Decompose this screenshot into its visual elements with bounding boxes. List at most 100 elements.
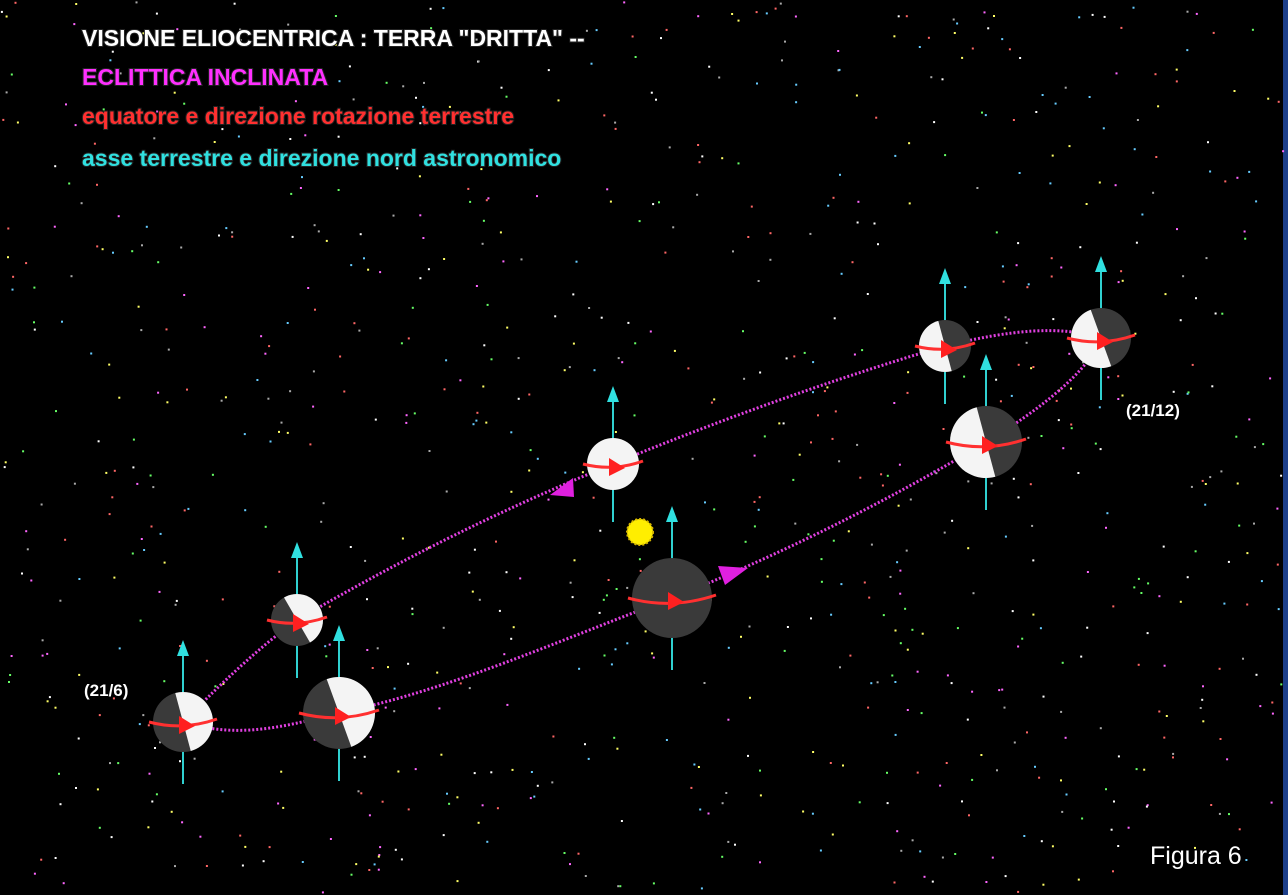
star: [954, 32, 956, 34]
star: [570, 582, 572, 584]
star: [21, 573, 23, 575]
star: [944, 532, 946, 534]
star: [1226, 758, 1228, 760]
star: [96, 245, 98, 247]
star: [693, 764, 695, 766]
star: [569, 863, 571, 865]
star: [372, 667, 374, 669]
star: [367, 269, 369, 271]
star: [422, 237, 424, 239]
star: [727, 841, 729, 843]
star: [491, 358, 493, 360]
star: [419, 175, 421, 177]
star: [754, 501, 756, 503]
star: [4, 466, 6, 468]
star: [387, 666, 389, 668]
star: [1282, 150, 1284, 152]
star: [832, 834, 834, 836]
star: [199, 836, 201, 838]
star: [49, 696, 51, 698]
star: [97, 788, 99, 790]
star: [835, 410, 837, 412]
star: [518, 357, 520, 359]
star: [708, 66, 710, 68]
star: [502, 260, 504, 262]
star: [78, 578, 80, 580]
star: [181, 821, 183, 823]
star: [943, 428, 945, 430]
star: [148, 724, 150, 726]
star: [1005, 875, 1007, 877]
star: [443, 834, 445, 836]
star: [519, 577, 521, 579]
caption: Figura 6: [1150, 842, 1242, 870]
star: [406, 414, 408, 416]
star: [787, 626, 789, 628]
star: [593, 497, 595, 499]
star: [842, 765, 844, 767]
star: [175, 604, 177, 606]
star: [41, 504, 43, 506]
star: [506, 704, 508, 706]
star: [1138, 664, 1140, 666]
star: [1058, 419, 1060, 421]
star: [606, 188, 608, 190]
star: [401, 858, 403, 860]
star: [1166, 715, 1168, 717]
star: [871, 544, 873, 546]
star: [1248, 418, 1250, 420]
star: [977, 321, 979, 323]
star: [821, 581, 823, 583]
star: [704, 682, 706, 684]
star: [90, 353, 92, 355]
star: [81, 202, 83, 204]
star: [1221, 313, 1223, 315]
star: [320, 521, 322, 523]
star: [136, 483, 138, 485]
star: [572, 293, 574, 295]
star: [34, 873, 36, 875]
star: [40, 859, 42, 861]
star: [967, 719, 969, 721]
star: [278, 431, 280, 433]
title-line: asse terrestre e direzione nord astronom…: [82, 145, 561, 171]
star: [961, 800, 963, 802]
star: [1099, 182, 1101, 184]
star: [510, 491, 512, 493]
star: [984, 11, 986, 13]
star: [139, 723, 141, 725]
star: [446, 491, 448, 493]
star: [393, 215, 395, 217]
star: [1202, 480, 1204, 482]
star: [968, 814, 970, 816]
star: [1180, 601, 1182, 603]
star: [1219, 668, 1221, 670]
star: [861, 349, 863, 351]
star: [1155, 156, 1157, 158]
star: [894, 155, 896, 157]
title-line: equatore e direzione rotazione terrestre: [82, 103, 514, 129]
star: [1001, 38, 1003, 40]
star: [111, 496, 113, 498]
star: [909, 202, 911, 204]
star: [740, 636, 742, 638]
star: [924, 876, 926, 878]
star: [55, 707, 57, 709]
star: [1157, 105, 1159, 107]
star: [521, 258, 523, 260]
star: [1062, 662, 1064, 664]
star: [919, 850, 921, 852]
star: [370, 736, 372, 738]
star: [132, 466, 134, 468]
star: [378, 856, 380, 858]
star: [1280, 683, 1282, 685]
star: [58, 773, 60, 775]
star: [443, 627, 445, 629]
star: [408, 337, 410, 339]
star: [1117, 398, 1119, 400]
star: [727, 719, 729, 721]
star: [980, 754, 982, 756]
star: [615, 431, 617, 433]
star: [548, 499, 550, 501]
star: [603, 114, 605, 116]
